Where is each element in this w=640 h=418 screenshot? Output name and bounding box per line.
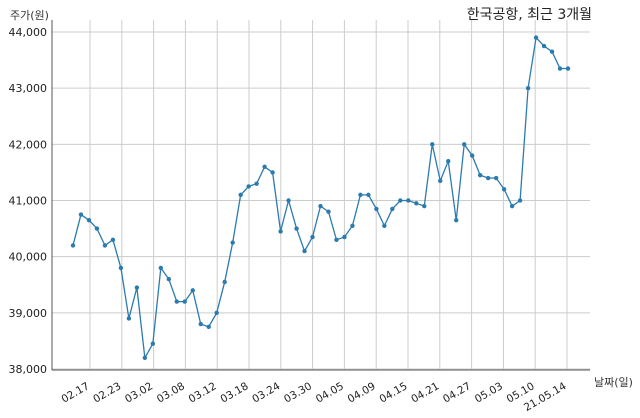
data-point	[390, 206, 395, 212]
data-point	[270, 170, 275, 175]
data-point	[214, 310, 219, 316]
x-tick-label: 03.30	[282, 380, 314, 405]
data-point	[454, 217, 459, 223]
data-point	[557, 66, 563, 71]
data-point	[150, 341, 156, 346]
data-point	[318, 203, 323, 209]
data-point	[509, 203, 515, 209]
data-point	[374, 206, 379, 212]
data-point	[462, 142, 467, 147]
data-point	[262, 164, 267, 169]
data-point	[230, 240, 235, 245]
series-line	[72, 36, 568, 360]
y-tick-label: 39,000	[9, 307, 48, 320]
data-point	[398, 198, 403, 203]
data-point	[501, 187, 507, 192]
data-point	[310, 234, 315, 240]
data-point	[86, 217, 92, 223]
data-point	[166, 276, 172, 282]
y-tick-label: 41,000	[9, 195, 48, 208]
data-point	[549, 49, 555, 54]
data-point	[246, 184, 251, 189]
y-tick-label: 42,000	[9, 138, 48, 151]
data-point	[286, 198, 291, 203]
x-axis-label: 날짜(일)	[594, 376, 633, 389]
data-point	[517, 198, 523, 203]
x-tick-label: 04.09	[346, 380, 378, 405]
y-tick-label: 38,000	[9, 363, 48, 376]
data-point	[342, 234, 347, 240]
data-point	[438, 178, 443, 184]
data-point	[102, 243, 108, 248]
y-tick-label: 40,000	[9, 251, 48, 264]
data-point	[94, 226, 100, 231]
data-point	[366, 192, 371, 198]
data-point	[174, 299, 179, 304]
data-point	[190, 288, 195, 293]
x-tick-label: 03.18	[218, 380, 250, 405]
x-tick-label: 02.17	[59, 380, 91, 405]
x-tick-label: 05.03	[473, 380, 505, 405]
data-point	[198, 321, 203, 327]
data-point	[182, 299, 187, 304]
data-point	[541, 43, 547, 49]
data-point	[477, 173, 483, 178]
data-point	[302, 248, 307, 254]
x-tick-label: 03.02	[123, 380, 155, 405]
data-point	[78, 212, 84, 217]
data-point	[350, 223, 355, 228]
data-point	[118, 265, 124, 271]
data-point	[533, 35, 539, 40]
x-tick-label: 03.08	[155, 380, 187, 405]
data-point	[358, 192, 363, 198]
data-point	[70, 243, 76, 248]
data-point	[446, 158, 451, 164]
data-point	[158, 265, 164, 271]
data-point	[110, 237, 116, 243]
data-point	[326, 209, 331, 214]
data-point	[493, 175, 499, 181]
data-point	[469, 153, 475, 158]
x-tick-label: 04.21	[409, 380, 441, 405]
y-tick-label: 44,000	[9, 26, 48, 39]
data-point	[206, 324, 211, 330]
data-point	[294, 226, 299, 231]
data-point	[382, 223, 387, 228]
x-tick-label: 02.23	[91, 380, 123, 405]
data-point	[525, 85, 531, 91]
x-tick-label: 03.24	[250, 380, 282, 406]
data-point	[406, 198, 411, 203]
x-tick-label: 04.05	[314, 380, 346, 405]
y-tick-label: 43,000	[9, 82, 48, 95]
data-point	[222, 279, 227, 285]
x-tick-label: 04.15	[377, 380, 409, 405]
data-point	[134, 285, 140, 290]
y-axis-label: 주가(원)	[10, 9, 49, 22]
data-point	[565, 66, 571, 71]
x-tick-label: 04.27	[441, 380, 473, 405]
data-point	[485, 175, 491, 181]
data-point	[334, 237, 339, 243]
data-point	[278, 229, 283, 234]
x-tick-label: 03.12	[187, 380, 219, 405]
data-point	[126, 316, 132, 321]
chart-title: 한국공항, 최근 3개월	[466, 7, 592, 23]
data-point	[142, 355, 148, 360]
data-point	[254, 181, 259, 186]
data-point	[430, 142, 435, 147]
data-point	[238, 192, 243, 198]
data-point	[422, 203, 427, 209]
data-point	[414, 201, 419, 206]
